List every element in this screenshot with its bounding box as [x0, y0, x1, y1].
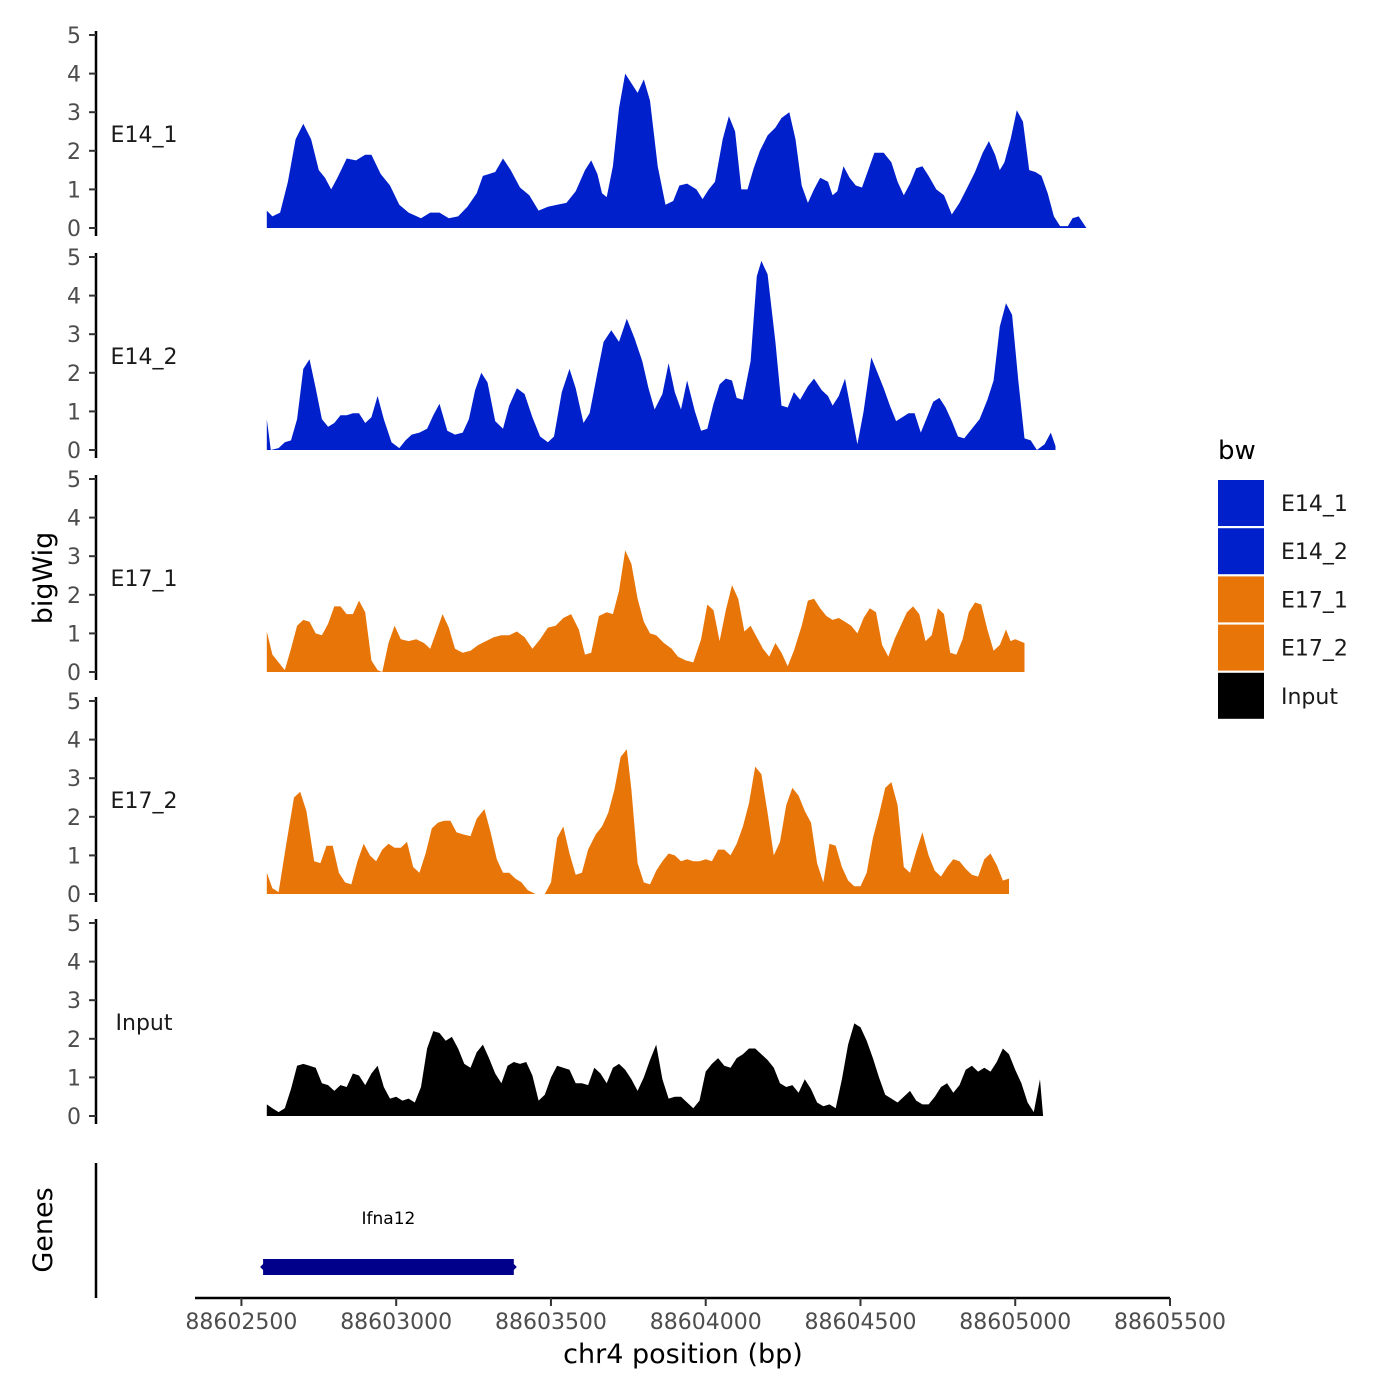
legend-label: Input	[1281, 685, 1338, 710]
gene-panel-label: Genes	[28, 1187, 59, 1272]
y-tick-label: 5	[67, 690, 81, 715]
signal-area-E14_1	[266, 73, 1087, 228]
track-E14_1: 0 1 2 3 4 5 E14_1	[67, 24, 1087, 242]
legend-item-E17_1: E17_1	[1218, 576, 1348, 623]
y-tick-label: 4	[67, 285, 81, 310]
legend-swatch	[1218, 624, 1264, 671]
gene-Ifna12: Ifna12	[260, 1209, 517, 1275]
y-tick-label: 2	[67, 1028, 81, 1053]
y-tick-label: 1	[67, 400, 81, 425]
legend-label: E14_2	[1281, 540, 1348, 565]
y-tick-label: 4	[67, 507, 81, 532]
legend-swatch	[1218, 528, 1264, 575]
track-label: E14_2	[111, 345, 178, 370]
gene-label: Ifna12	[362, 1209, 416, 1229]
track-label: E14_1	[111, 123, 178, 148]
legend: bw E14_1 E14_2 E17_1 E17_2 Input	[1218, 436, 1348, 719]
y-tick-label: 1	[67, 622, 81, 647]
x-axis-title: chr4 position (bp)	[563, 1339, 803, 1370]
y-tick-label: 3	[67, 989, 81, 1014]
legend-label: E17_2	[1281, 637, 1348, 662]
legend-item-E14_1: E14_1	[1218, 480, 1348, 526]
signal-area-Input	[266, 1023, 1044, 1116]
y-tick-label: 4	[67, 63, 81, 88]
track-E17_1: 0 1 2 3 4 5 E17_1	[67, 468, 1025, 686]
y-tick-label: 3	[67, 323, 81, 348]
x-tick-label: 88604000	[650, 1310, 762, 1335]
tracks: 0 1 2 3 4 5 E14_1 0 1 2 3 4 5 E14_2 0 1 2 3 4 5 E17_1 0 1 2 3 4 5 E…	[67, 24, 1087, 1130]
track-E17_2: 0 1 2 3 4 5 E17_2	[67, 690, 1009, 908]
y-tick-label: 5	[67, 912, 81, 937]
legend-title: bw	[1218, 436, 1256, 466]
y-tick-label: 4	[67, 951, 81, 976]
y-tick-label: 0	[67, 661, 81, 686]
signal-area-E17_1	[266, 550, 1025, 672]
signal-area-E17_2	[266, 749, 1009, 894]
x-tick-label: 88603000	[340, 1310, 452, 1335]
legend-item-E14_2: E14_2	[1218, 528, 1348, 575]
y-tick-label: 2	[67, 584, 81, 609]
y-tick-label: 0	[67, 439, 81, 464]
signal-area-E14_2	[266, 260, 1056, 450]
x-axis: 88602500 88603000 88603500 88604000 88604500…	[185, 1296, 1226, 1370]
y-tick-label: 5	[67, 246, 81, 271]
x-tick-label: 88605000	[959, 1310, 1071, 1335]
y-tick-label: 3	[67, 545, 81, 570]
y-tick-label: 5	[67, 468, 81, 493]
x-ticks: 88602500 88603000 88603500 88604000 88604500…	[185, 1298, 1226, 1335]
gene-panel: Ifna12 Genes	[28, 1163, 517, 1298]
y-tick-label: 2	[67, 140, 81, 165]
y-tick-label: 0	[67, 1105, 81, 1130]
y-tick-label: 0	[67, 883, 81, 908]
legend-items: E14_1 E14_2 E17_1 E17_2 Input	[1218, 480, 1348, 719]
y-axis-title: bigWig	[28, 532, 59, 625]
gene-end-arrow	[510, 1261, 517, 1273]
x-tick-label: 88604500	[804, 1310, 916, 1335]
gene-start-arrow	[260, 1261, 267, 1273]
track-label: E17_2	[111, 789, 178, 814]
legend-swatch	[1218, 672, 1264, 719]
track-label: E17_1	[111, 567, 178, 592]
y-tick-label: 5	[67, 24, 81, 49]
track-E14_2: 0 1 2 3 4 5 E14_2	[67, 246, 1056, 464]
x-tick-label: 88602500	[185, 1310, 297, 1335]
legend-label: E17_1	[1281, 588, 1348, 613]
y-tick-label: 2	[67, 806, 81, 831]
y-tick-label: 3	[67, 767, 81, 792]
y-tick-label: 0	[67, 217, 81, 242]
x-tick-label: 88603500	[495, 1310, 607, 1335]
y-tick-label: 1	[67, 178, 81, 203]
y-tick-label: 1	[67, 844, 81, 869]
legend-swatch	[1218, 480, 1264, 526]
x-tick-label: 88605500	[1114, 1310, 1226, 1335]
track-Input: 0 1 2 3 4 5 Input	[67, 912, 1044, 1130]
y-tick-label: 4	[67, 729, 81, 754]
y-tick-label: 3	[67, 101, 81, 126]
legend-label: E14_1	[1281, 492, 1348, 517]
legend-item-Input: Input	[1218, 672, 1338, 719]
y-tick-label: 2	[67, 362, 81, 387]
gene-body	[263, 1259, 514, 1275]
genes: Ifna12	[260, 1209, 517, 1275]
legend-item-E17_2: E17_2	[1218, 624, 1348, 671]
track-label: Input	[116, 1011, 173, 1036]
y-tick-label: 1	[67, 1066, 81, 1091]
legend-swatch	[1218, 576, 1264, 623]
